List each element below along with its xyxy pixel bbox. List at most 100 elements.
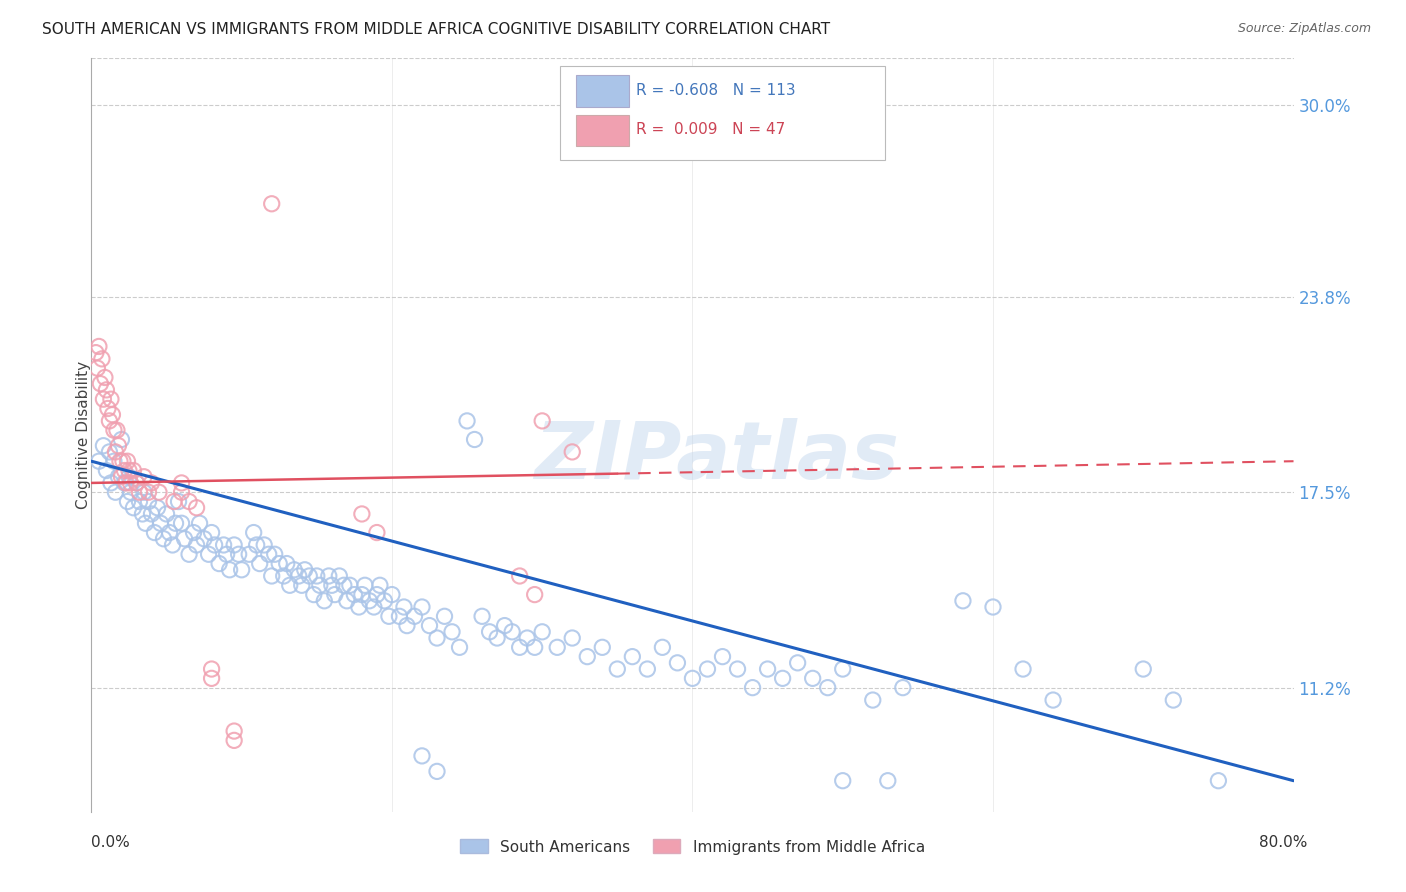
Point	[84, 345, 107, 359]
Point	[238, 547, 260, 561]
Point	[218, 563, 240, 577]
Point	[128, 494, 150, 508]
Point	[276, 557, 298, 571]
Point	[339, 578, 361, 592]
Legend: South Americans, Immigrants from Middle Africa: South Americans, Immigrants from Middle …	[454, 833, 931, 861]
Point	[294, 563, 316, 577]
Point	[381, 588, 404, 602]
FancyBboxPatch shape	[560, 65, 884, 160]
Point	[516, 631, 538, 645]
Point	[212, 538, 235, 552]
Point	[103, 423, 125, 437]
Point	[501, 624, 523, 639]
Point	[110, 433, 132, 447]
Point	[404, 609, 426, 624]
Point	[366, 525, 388, 540]
Point	[576, 649, 599, 664]
Point	[141, 507, 163, 521]
Point	[666, 656, 689, 670]
Text: SOUTH AMERICAN VS IMMIGRANTS FROM MIDDLE AFRICA COGNITIVE DISABILITY CORRELATION: SOUTH AMERICAN VS IMMIGRANTS FROM MIDDLE…	[42, 22, 831, 37]
Point	[531, 414, 554, 428]
Point	[165, 516, 187, 531]
Text: Source: ZipAtlas.com: Source: ZipAtlas.com	[1237, 22, 1371, 36]
Text: R =  0.009   N = 47: R = 0.009 N = 47	[636, 122, 785, 137]
Point	[188, 516, 211, 531]
Point	[298, 569, 321, 583]
Point	[107, 469, 129, 483]
Point	[478, 624, 501, 639]
Point	[170, 485, 193, 500]
Point	[350, 588, 373, 602]
Point	[395, 618, 418, 632]
Point	[246, 538, 269, 552]
Point	[117, 454, 139, 468]
Point	[146, 500, 169, 515]
Point	[321, 578, 343, 592]
Point	[177, 547, 200, 561]
Point	[183, 525, 205, 540]
Point	[201, 662, 224, 676]
Point	[215, 547, 238, 561]
Text: 0.0%: 0.0%	[91, 836, 131, 850]
Point	[269, 557, 291, 571]
Point	[141, 475, 163, 490]
Point	[100, 392, 122, 407]
Point	[561, 631, 583, 645]
Point	[347, 599, 370, 614]
Point	[186, 538, 208, 552]
Point	[152, 532, 174, 546]
Point	[426, 631, 449, 645]
Point	[89, 376, 111, 391]
Point	[120, 475, 142, 490]
Point	[741, 681, 763, 695]
Point	[343, 588, 366, 602]
Point	[711, 649, 734, 664]
Point	[591, 640, 613, 655]
Point	[201, 525, 224, 540]
Point	[111, 454, 134, 468]
Point	[170, 475, 193, 490]
Point	[359, 594, 381, 608]
Point	[333, 578, 356, 592]
Point	[621, 649, 644, 664]
Point	[87, 454, 110, 468]
Point	[148, 485, 170, 500]
Point	[155, 507, 177, 521]
Point	[186, 500, 208, 515]
Point	[208, 557, 231, 571]
Point	[93, 392, 115, 407]
Point	[291, 578, 314, 592]
Point	[110, 469, 132, 483]
Point	[204, 538, 226, 552]
Point	[273, 569, 295, 583]
Point	[1208, 773, 1230, 788]
Point	[1132, 662, 1154, 676]
Point	[283, 563, 305, 577]
Point	[651, 640, 673, 655]
FancyBboxPatch shape	[576, 75, 628, 107]
Point	[636, 662, 658, 676]
Point	[103, 454, 125, 468]
Point	[681, 671, 703, 685]
Point	[772, 671, 794, 685]
Point	[132, 485, 155, 500]
Point	[228, 547, 250, 561]
Point	[368, 578, 391, 592]
Point	[862, 693, 884, 707]
Point	[138, 494, 160, 508]
Point	[105, 423, 128, 437]
Point	[170, 516, 193, 531]
FancyBboxPatch shape	[576, 114, 628, 146]
Point	[159, 525, 181, 540]
Point	[308, 578, 330, 592]
Point	[93, 439, 115, 453]
Point	[108, 454, 131, 468]
Point	[411, 599, 433, 614]
Point	[263, 547, 285, 561]
Point	[323, 588, 346, 602]
Point	[801, 671, 824, 685]
Point	[201, 671, 224, 685]
Point	[318, 569, 340, 583]
Point	[162, 538, 184, 552]
Point	[314, 594, 336, 608]
